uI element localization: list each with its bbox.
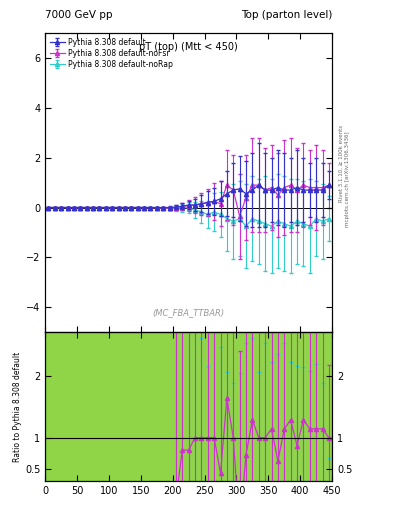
Bar — [224, 407, 230, 469]
Bar — [154, 407, 160, 469]
Bar — [51, 407, 58, 469]
Bar — [192, 407, 198, 469]
Bar — [307, 407, 313, 469]
Bar — [90, 407, 96, 469]
Bar — [173, 407, 179, 469]
Bar — [103, 407, 109, 469]
Bar — [115, 407, 122, 469]
Bar — [243, 407, 249, 469]
Text: pT (top) (Mtt < 450): pT (top) (Mtt < 450) — [139, 42, 238, 52]
Text: (MC_FBA_TTBAR): (MC_FBA_TTBAR) — [152, 308, 225, 317]
Bar — [64, 407, 71, 469]
Y-axis label: Ratio to Pythia 8.308 default: Ratio to Pythia 8.308 default — [13, 352, 22, 462]
Bar — [45, 407, 51, 469]
Bar — [122, 407, 128, 469]
Bar — [96, 407, 103, 469]
Bar — [109, 407, 115, 469]
Text: mcplots.cern.ch [arXiv:1306.3436]: mcplots.cern.ch [arXiv:1306.3436] — [345, 132, 350, 227]
Text: Rivet 3.1.10, ≥ 100k events: Rivet 3.1.10, ≥ 100k events — [339, 125, 344, 202]
Bar — [205, 407, 211, 469]
Bar — [237, 407, 243, 469]
Bar — [147, 407, 154, 469]
Bar — [313, 407, 320, 469]
Bar — [198, 407, 205, 469]
Bar — [255, 407, 262, 469]
Legend: Pythia 8.308 default, Pythia 8.308 default-noFsr, Pythia 8.308 default-noRap: Pythia 8.308 default, Pythia 8.308 defau… — [48, 35, 175, 71]
Bar — [141, 407, 147, 469]
Bar — [300, 407, 307, 469]
Bar — [166, 407, 173, 469]
Bar — [185, 407, 192, 469]
Bar — [281, 407, 287, 469]
Bar — [326, 407, 332, 469]
Bar — [217, 407, 224, 469]
Bar — [134, 407, 141, 469]
Bar — [58, 407, 64, 469]
Bar — [294, 407, 300, 469]
Bar — [249, 407, 255, 469]
Bar — [160, 407, 166, 469]
Bar — [128, 407, 134, 469]
Text: Top (parton level): Top (parton level) — [241, 10, 332, 20]
Text: 7000 GeV pp: 7000 GeV pp — [45, 10, 113, 20]
Bar — [320, 407, 326, 469]
Bar — [179, 407, 185, 469]
Bar — [77, 407, 83, 469]
Bar — [268, 407, 275, 469]
Bar — [262, 407, 268, 469]
Bar — [71, 407, 77, 469]
Bar — [275, 407, 281, 469]
Bar — [83, 407, 90, 469]
Bar — [230, 407, 237, 469]
Bar — [287, 407, 294, 469]
Bar — [211, 407, 217, 469]
